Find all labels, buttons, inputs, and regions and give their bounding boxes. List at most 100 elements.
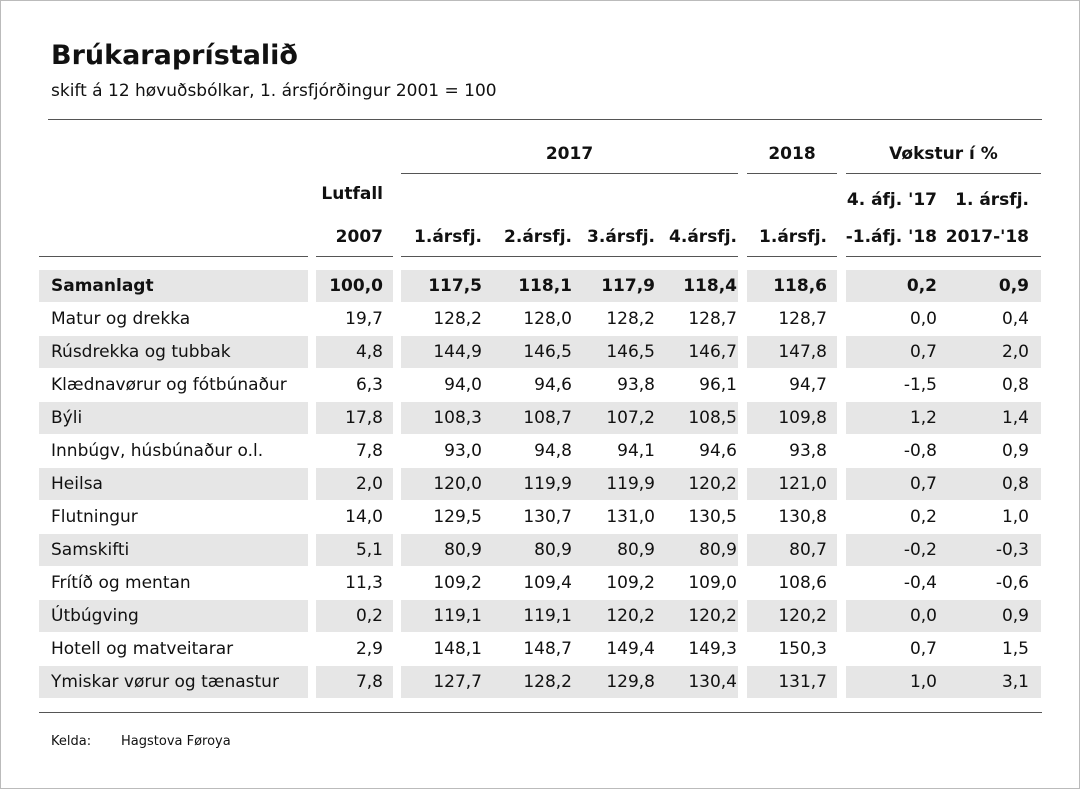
row-label: Frítíð og mentan bbox=[51, 573, 191, 593]
cell: 119,9 bbox=[606, 474, 655, 494]
cell: 0,2 bbox=[909, 507, 937, 527]
row-label: Flutningur bbox=[51, 507, 138, 527]
column-header: 2017-'18 bbox=[945, 227, 1029, 247]
cell: 119,9 bbox=[523, 474, 572, 494]
column-header: 1.ársfj. bbox=[759, 227, 827, 247]
row-shade bbox=[316, 270, 393, 302]
row-shade bbox=[316, 600, 393, 632]
cell: 121,0 bbox=[778, 474, 827, 494]
cell: 128,7 bbox=[688, 309, 737, 329]
cell: 0,7 bbox=[909, 342, 937, 362]
cell: 1,0 bbox=[1001, 507, 1029, 527]
row-shade bbox=[747, 270, 837, 302]
cell: 149,3 bbox=[688, 639, 737, 659]
row-label: Heilsa bbox=[51, 474, 103, 494]
cell: 94,0 bbox=[444, 375, 482, 395]
cell: 118,6 bbox=[773, 276, 827, 296]
cell: 128,0 bbox=[523, 309, 572, 329]
row-shade bbox=[316, 666, 393, 698]
cell: 109,2 bbox=[433, 573, 482, 593]
cell: 120,0 bbox=[433, 474, 482, 494]
row-shade bbox=[401, 336, 738, 368]
column-header: 3.ársfj. bbox=[587, 227, 655, 247]
cell: 1,0 bbox=[909, 672, 937, 692]
source-value: Hagstova Føroya bbox=[121, 734, 231, 749]
cell: 129,8 bbox=[606, 672, 655, 692]
cell: 109,2 bbox=[606, 573, 655, 593]
cell: 146,5 bbox=[523, 342, 572, 362]
row-shade bbox=[39, 600, 308, 632]
cell: 150,3 bbox=[778, 639, 827, 659]
cell: 100,0 bbox=[329, 276, 383, 296]
cell: 96,1 bbox=[699, 375, 737, 395]
row-shade bbox=[316, 534, 393, 566]
row-shade bbox=[747, 534, 837, 566]
row-shade bbox=[401, 402, 738, 434]
cell: 94,7 bbox=[789, 375, 827, 395]
cell: 0,9 bbox=[1001, 441, 1029, 461]
row-shade bbox=[316, 336, 393, 368]
rule bbox=[39, 712, 1042, 713]
cell: 109,8 bbox=[778, 408, 827, 428]
row-label: Matur og drekka bbox=[51, 309, 191, 329]
cell: 17,8 bbox=[345, 408, 383, 428]
header-rule bbox=[316, 256, 393, 257]
row-shade bbox=[846, 666, 1041, 698]
cell: 117,9 bbox=[601, 276, 655, 296]
cell: -1,5 bbox=[903, 375, 937, 395]
cell: -0,3 bbox=[995, 540, 1029, 560]
cell: 149,4 bbox=[606, 639, 655, 659]
cell: 14,0 bbox=[345, 507, 383, 527]
group-header: 2017 bbox=[545, 144, 594, 164]
column-header: 4. áfj. '17 bbox=[846, 190, 937, 210]
cell: 108,3 bbox=[433, 408, 482, 428]
row-shade bbox=[747, 468, 837, 500]
cell: 131,0 bbox=[606, 507, 655, 527]
cell: 93,0 bbox=[444, 441, 482, 461]
row-label: Innbúgv, húsbúnaður o.l. bbox=[51, 441, 264, 461]
header-rule bbox=[846, 256, 1041, 257]
cell: 127,7 bbox=[433, 672, 482, 692]
cell: 128,2 bbox=[523, 672, 572, 692]
cell: 107,2 bbox=[606, 408, 655, 428]
cell: -0,4 bbox=[903, 573, 937, 593]
cell: 94,6 bbox=[699, 441, 737, 461]
row-shade bbox=[846, 534, 1041, 566]
group-header: Vøkstur í % bbox=[889, 144, 998, 164]
rule bbox=[48, 119, 1042, 120]
cell: 93,8 bbox=[789, 441, 827, 461]
cell: 118,4 bbox=[683, 276, 737, 296]
row-shade bbox=[846, 468, 1041, 500]
cell: 5,1 bbox=[355, 540, 383, 560]
cell: 130,8 bbox=[778, 507, 827, 527]
cell: 131,7 bbox=[778, 672, 827, 692]
row-label: Samanlagt bbox=[51, 276, 154, 296]
cell: 128,2 bbox=[433, 309, 482, 329]
row-shade bbox=[39, 336, 308, 368]
column-header: 2.ársfj. bbox=[504, 227, 572, 247]
row-shade bbox=[39, 666, 308, 698]
cell: 2,0 bbox=[355, 474, 383, 494]
row-shade bbox=[747, 336, 837, 368]
row-shade bbox=[39, 402, 308, 434]
column-header: -1.áfj. '18 bbox=[845, 227, 937, 247]
cell: 0,2 bbox=[906, 276, 937, 296]
row-shade bbox=[846, 336, 1041, 368]
group-rule bbox=[401, 173, 738, 174]
row-shade bbox=[39, 270, 308, 302]
row-shade bbox=[846, 270, 1041, 302]
cell: 80,7 bbox=[789, 540, 827, 560]
subtitle: skift á 12 høvuðsbólkar, 1. ársfjórðingu… bbox=[51, 81, 497, 101]
cell: 0,4 bbox=[1001, 309, 1029, 329]
row-shade bbox=[401, 666, 738, 698]
cell: 0,8 bbox=[1001, 474, 1029, 494]
cell: 120,2 bbox=[688, 606, 737, 626]
cell: 0,2 bbox=[355, 606, 383, 626]
cell: 94,8 bbox=[534, 441, 572, 461]
cell: 1,2 bbox=[909, 408, 937, 428]
cell: 117,5 bbox=[428, 276, 482, 296]
cell: -0,6 bbox=[995, 573, 1029, 593]
cell: 94,6 bbox=[534, 375, 572, 395]
column-header: Lutfall bbox=[321, 184, 383, 204]
header-rule bbox=[747, 256, 837, 257]
